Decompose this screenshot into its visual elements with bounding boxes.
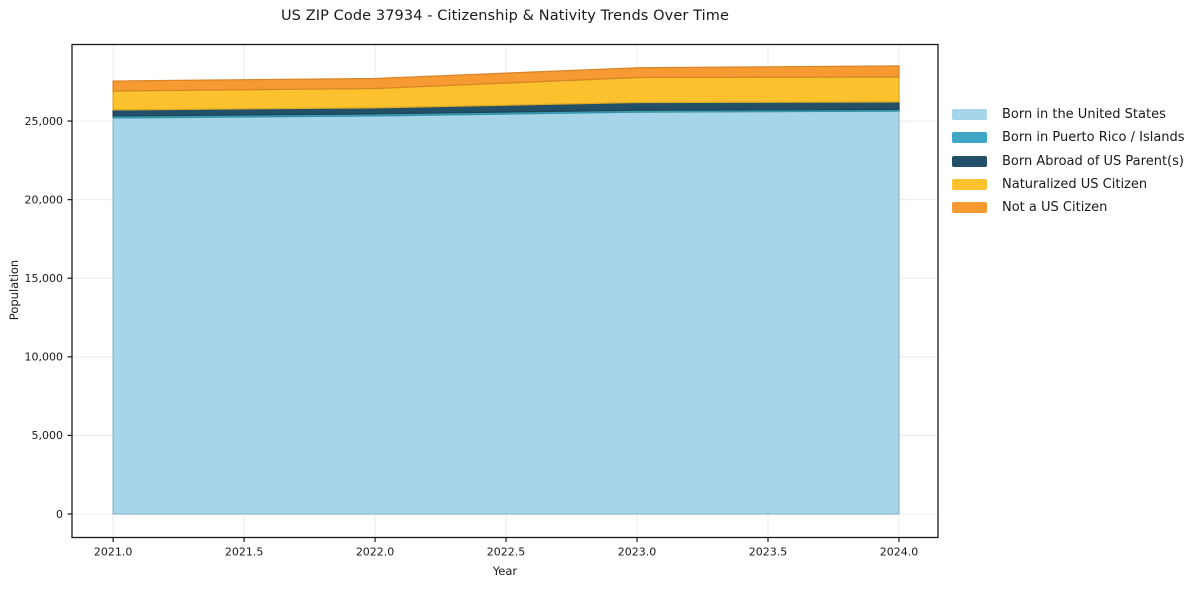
area-series	[112, 65, 900, 92]
x-axis-label: Year	[492, 564, 518, 578]
x-tick-label: 2023.0	[618, 546, 657, 559]
legend-item: Not a US Citizen	[952, 196, 1185, 219]
legend-item: Born Abroad of US Parent(s)	[952, 150, 1185, 173]
x-tick-label: 2022.5	[487, 546, 526, 559]
plot-border	[71, 43, 939, 539]
y-tick-label: 15,000	[25, 272, 64, 285]
legend-label: Naturalized US Citizen	[1002, 177, 1148, 193]
legend-item: Naturalized US Citizen	[952, 173, 1185, 196]
legend-swatch	[952, 132, 987, 144]
legend-swatch	[952, 202, 987, 214]
legend-item: Born in the United States	[952, 103, 1185, 126]
x-tick-label: 2022.0	[356, 546, 395, 559]
y-tick-label: 25,000	[25, 115, 64, 128]
chart-title: US ZIP Code 37934 - Citizenship & Nativi…	[280, 8, 730, 24]
legend-swatch	[952, 155, 987, 167]
area-series	[112, 110, 900, 515]
legend-item: Born in Puerto Rico / Islands	[952, 126, 1185, 149]
legend-label: Born in the United States	[1002, 107, 1166, 123]
legend-label: Born Abroad of US Parent(s)	[1002, 153, 1184, 169]
x-tick-label: 2024.0	[880, 546, 919, 559]
y-tick-label: 10,000	[25, 351, 64, 364]
x-tick-label: 2021.0	[94, 546, 133, 559]
legend-label: Not a US Citizen	[1002, 200, 1108, 216]
legend-swatch	[952, 109, 987, 121]
y-tick-label: 20,000	[25, 193, 64, 206]
x-tick-label: 2023.5	[749, 546, 788, 559]
legend-swatch	[952, 179, 987, 191]
legend-label: Born in Puerto Rico / Islands	[1002, 130, 1185, 146]
legend: Born in the United States Born in Puerto …	[952, 103, 1185, 219]
x-tick-label: 2021.5	[225, 546, 264, 559]
y-tick-label: 5,000	[32, 429, 64, 442]
y-tick-label: 0	[56, 508, 63, 521]
